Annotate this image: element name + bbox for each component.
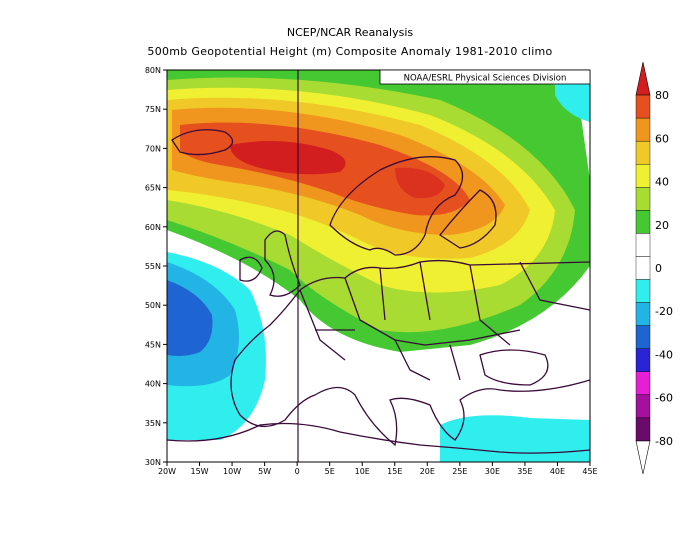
colorbar-segment [635,279,651,303]
colorbar-segment [635,187,651,211]
colorbar-segment [635,348,651,372]
lon-tick-label: 5W [258,467,271,476]
lat-tick-label: 75N [145,105,161,114]
colorbar: 80 60 40 20 0 -20 -40 -60 -80 [635,61,673,475]
lat-tick-label: 55N [145,262,161,271]
lon-tick-label: 30E [485,467,500,476]
colorbar-segment [635,117,651,142]
lat-tick-label: 45N [145,340,161,349]
colorbar-label: 0 [655,262,662,275]
colorbar-segment [635,233,651,257]
lon-tick-label: 5E [325,467,335,476]
lon-tick-label: 0 [295,467,300,476]
lon-tick-label: 10E [355,467,370,476]
colorbar-segment [635,417,651,442]
colorbar-label: 80 [655,89,669,102]
chart-subtitle: 500mb Geopotential Height (m) Composite … [147,45,553,58]
colorbar-label: -80 [655,435,673,448]
lat-tick-label: 30N [145,458,161,467]
credit-text: NOAA/ESRL Physical Sciences Division [404,74,567,84]
colorbar-segment [635,394,651,419]
lon-tick-label: 40E [550,467,565,476]
anomaly-field [167,70,590,462]
colorbar-segment [635,94,651,119]
lat-tick-label: 65N [145,184,161,193]
colorbar-segment [635,325,651,349]
lat-tick-label: 80N [145,66,161,75]
colorbar-label: 40 [655,176,669,189]
lat-tick-label: 40N [145,380,161,389]
latitude-ticks: 30N 35N 40N 45N 50N 55N 60N 65N 70N 75N 80N [145,66,167,467]
colorbar-label: -60 [655,392,673,405]
lon-tick-label: 35E [517,467,532,476]
colorbar-segment [635,371,651,396]
colorbar-segment [635,210,651,234]
lon-tick-label: 45E [582,467,597,476]
credit-box [379,69,591,85]
colorbar-label: 20 [655,219,669,232]
lat-tick-label: 50N [145,301,161,310]
colorbar-label: 60 [655,132,669,145]
lat-tick-label: 35N [145,419,161,428]
lat-tick-label: 70N [145,144,161,153]
lon-tick-label: 20W [158,467,176,476]
colorbar-label: -40 [655,348,673,361]
colorbar-segment [635,256,651,280]
lon-tick-label: 15E [387,467,402,476]
lat-tick-label: 60N [145,223,161,232]
colorbar-segment [635,302,651,326]
lon-tick-label: 15W [190,467,208,476]
coastlines [167,129,590,454]
colorbar-segment [635,140,651,165]
colorbar-segment [635,440,651,475]
chart-title: NCEP/NCAR Reanalysis [286,26,414,39]
colorbar-label: -20 [655,305,673,318]
lon-tick-label: 25E [452,467,467,476]
colorbar-segment [635,164,651,188]
longitude-ticks: 20W 15W 10W 5W 0 5E 10E 15E 20E 25E 30E 35E 40E 45E [158,462,598,476]
colorbar-segment [635,61,651,96]
lon-tick-label: 10W [223,467,241,476]
lon-tick-label: 20E [420,467,435,476]
